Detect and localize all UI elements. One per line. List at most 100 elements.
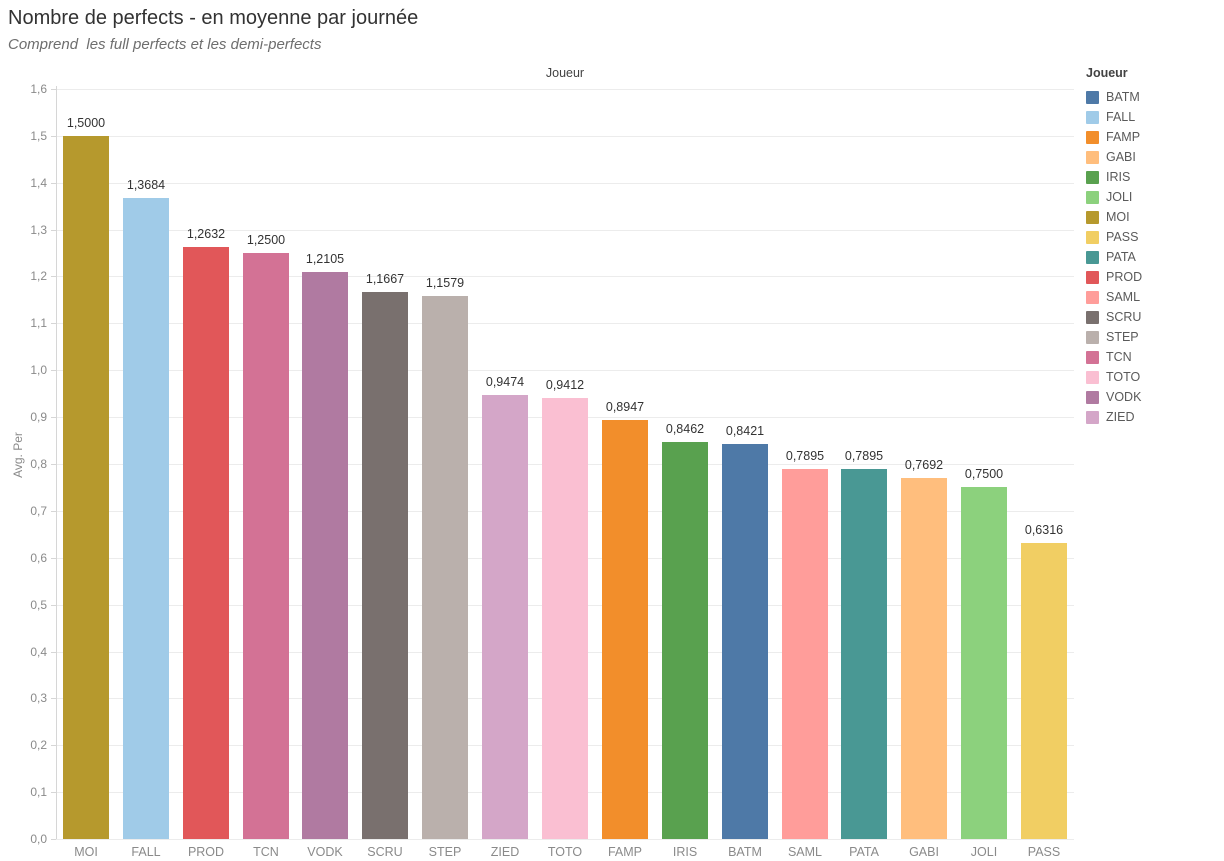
y-axis-tick-label: 0,1 [30,785,47,799]
legend-item[interactable]: SAML [1086,287,1142,307]
y-axis-tick [51,605,56,606]
bar[interactable] [183,247,229,839]
legend-swatch [1086,350,1099,364]
bar[interactable] [482,395,528,839]
y-axis-tick [51,511,56,512]
y-axis-tick-label: 0,5 [30,598,47,612]
bar[interactable] [841,469,887,839]
legend-item-label: VODK [1106,390,1142,404]
bar[interactable] [1021,543,1067,839]
legend-swatch [1086,250,1099,264]
bar[interactable] [602,420,648,839]
x-axis-category-label[interactable]: VODK [307,845,343,859]
y-axis-line [56,86,57,839]
x-axis-category-label[interactable]: BATM [728,845,762,859]
x-axis-category-label[interactable]: STEP [428,845,462,859]
legend-item-label: GABI [1106,150,1136,164]
legend-swatch [1086,290,1099,304]
legend-item-label: FALL [1106,110,1136,124]
bar-value-label: 0,7895 [785,449,825,463]
legend-item[interactable]: TCN [1086,347,1142,367]
y-axis-tick [51,839,56,840]
bar-value-label: 0,7500 [964,467,1004,481]
legend-item[interactable]: PROD [1086,267,1142,287]
x-axis-category-label[interactable]: PROD [187,845,225,859]
chart-title: Nombre de perfects - en moyenne par jour… [8,7,419,29]
x-axis-category-label[interactable]: PASS [1027,845,1061,859]
bar[interactable] [662,442,708,839]
legend-item[interactable]: SCRU [1086,307,1142,327]
bar[interactable] [542,398,588,839]
y-gridline [56,323,1074,324]
y-axis-tick [51,183,56,184]
x-axis-category-label[interactable]: SAML [787,845,823,859]
y-axis-tick [51,276,56,277]
y-axis-tick-label: 1,2 [30,269,47,283]
legend-item-label: TOTO [1106,370,1141,384]
x-axis-category-label[interactable]: JOLI [970,845,998,859]
y-axis-tick [51,230,56,231]
legend-item[interactable]: MOI [1086,207,1142,227]
x-axis-category-label[interactable]: IRIS [672,845,698,859]
bar[interactable] [362,292,408,839]
x-axis-category-label[interactable]: TOTO [547,845,583,859]
legend-item[interactable]: FALL [1086,107,1142,127]
legend-item[interactable]: GABI [1086,147,1142,167]
x-axis-category-label[interactable]: FALL [131,845,161,859]
legend-item[interactable]: TOTO [1086,367,1142,387]
bar-value-label: 0,8421 [725,424,765,438]
bar[interactable] [722,444,768,839]
bar[interactable] [63,136,109,839]
bar-value-label: 0,7895 [844,449,884,463]
x-axis-category-label[interactable]: MOI [74,845,98,859]
legend-item[interactable]: VODK [1086,387,1142,407]
bar-value-label: 1,3684 [126,178,166,192]
y-axis-tick [51,652,56,653]
bar[interactable] [243,253,289,839]
y-axis-tick-label: 0,9 [30,410,47,424]
x-axis-category-label[interactable]: GABI [909,845,939,859]
legend-item-label: IRIS [1106,170,1131,184]
x-axis-category-label[interactable]: PATA [849,845,879,859]
legend-item[interactable]: PASS [1086,227,1142,247]
x-axis-category-label[interactable]: TCN [253,845,279,859]
legend-item[interactable]: FAMP [1086,127,1142,147]
legend-swatch [1086,330,1099,344]
legend-item[interactable]: BATM [1086,87,1142,107]
legend-item[interactable]: JOLI [1086,187,1142,207]
y-axis-tick-label: 1,4 [30,176,47,190]
y-axis-tick-label: 1,3 [30,223,47,237]
y-axis-tick [51,745,56,746]
x-axis-category-label[interactable]: SCRU [367,845,403,859]
legend-item-label: SCRU [1106,310,1142,324]
bar-value-label: 1,2632 [186,227,226,241]
legend-item-label: BATM [1106,90,1140,104]
x-axis-category-label[interactable]: ZIED [490,845,520,859]
bar[interactable] [422,296,468,839]
legend-swatch [1086,210,1099,224]
legend-item[interactable]: STEP [1086,327,1142,347]
y-gridline [56,839,1074,840]
bar-value-label: 0,7692 [904,458,944,472]
y-gridline [56,276,1074,277]
bar-value-label: 0,8947 [605,400,645,414]
legend-swatch [1086,150,1099,164]
legend-item[interactable]: ZIED [1086,407,1142,427]
bar[interactable] [123,198,169,839]
x-axis-category-label[interactable]: FAMP [607,845,643,859]
legend-item-label: STEP [1106,330,1139,344]
y-gridline [56,370,1074,371]
y-gridline [56,89,1074,90]
y-gridline [56,183,1074,184]
bar[interactable] [782,469,828,839]
bar[interactable] [302,272,348,839]
y-axis-tick [51,558,56,559]
bar-value-label: 1,2105 [305,252,345,266]
legend-item[interactable]: PATA [1086,247,1142,267]
bar[interactable] [961,487,1007,839]
y-axis-tick-label: 0,7 [30,504,47,518]
bar-value-label: 1,1579 [425,276,465,290]
bar[interactable] [901,478,947,839]
legend-item[interactable]: IRIS [1086,167,1142,187]
y-gridline [56,230,1074,231]
